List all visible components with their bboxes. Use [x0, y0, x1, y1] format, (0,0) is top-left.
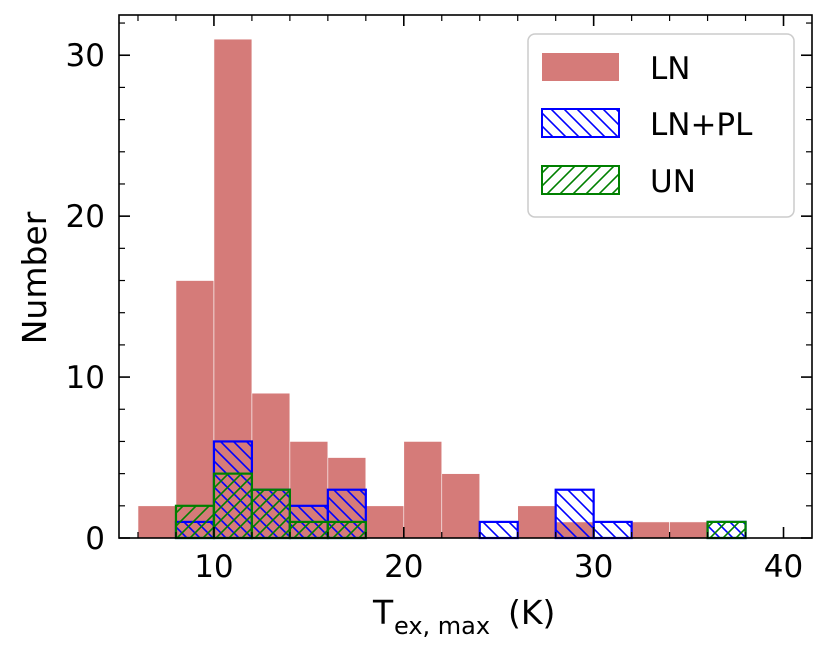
y-tick-label: 20: [66, 199, 105, 235]
bar-ln-bin-6-8: [137, 505, 177, 539]
y-tick-label: 0: [85, 521, 105, 557]
bar-ln-pl-bin-30-32: [592, 520, 633, 540]
x-tick-label: 10: [194, 549, 233, 585]
bar-ln-bin-8-10: [175, 280, 215, 539]
bar-ln-bin-18-20: [365, 505, 405, 539]
axes-frame: [118, 14, 813, 539]
x-tick-label: 30: [574, 549, 613, 585]
plot-area: [137, 38, 747, 540]
x-axis-label-unit: (K): [508, 593, 555, 632]
legend: LN LN+PL UN: [527, 33, 795, 218]
bar-ln-pl-bin-28-30: [554, 488, 595, 540]
x-tick-label: 20: [384, 549, 423, 585]
series-un: [174, 472, 747, 540]
legend-swatch-ln-pl: [541, 108, 620, 138]
bar-ln-bin-22-24: [441, 473, 481, 539]
y-axis-label: Number: [15, 211, 54, 344]
legend-label-ln-pl: LN+PL: [650, 107, 753, 143]
bar-ln-bin-34-36: [669, 521, 708, 539]
x-axis-label-main: T: [372, 593, 394, 632]
bar-ln-pl-bin-24-26: [478, 520, 519, 540]
x-axis-label: T ex, max (K): [372, 593, 555, 640]
bar-un-bin-8-10: [174, 504, 216, 540]
legend-swatch-un: [541, 165, 620, 195]
bar-ln-bin-26-28: [517, 505, 556, 539]
bar-un-bin-10-12: [212, 472, 254, 540]
bar-ln-bin-32-34: [631, 521, 670, 539]
bar-un-bin-36-38: [706, 520, 747, 540]
bar-un-bin-16-18: [326, 520, 367, 540]
bar-un-bin-12-14: [250, 488, 291, 540]
bar-ln-bin-20-22: [403, 441, 443, 539]
y-tick-label: 30: [66, 38, 105, 74]
legend-swatch-ln: [542, 53, 619, 81]
x-axis-label-subscript: ex, max: [394, 612, 490, 640]
legend-label-un: UN: [650, 164, 696, 200]
x-tick-label: 40: [764, 549, 803, 585]
bar-un-bin-14-16: [288, 520, 329, 540]
legend-label-ln: LN: [650, 51, 690, 87]
y-tick-label: 10: [66, 360, 105, 396]
axes: 10 20 30 40 0 10 20 30: [66, 14, 813, 585]
